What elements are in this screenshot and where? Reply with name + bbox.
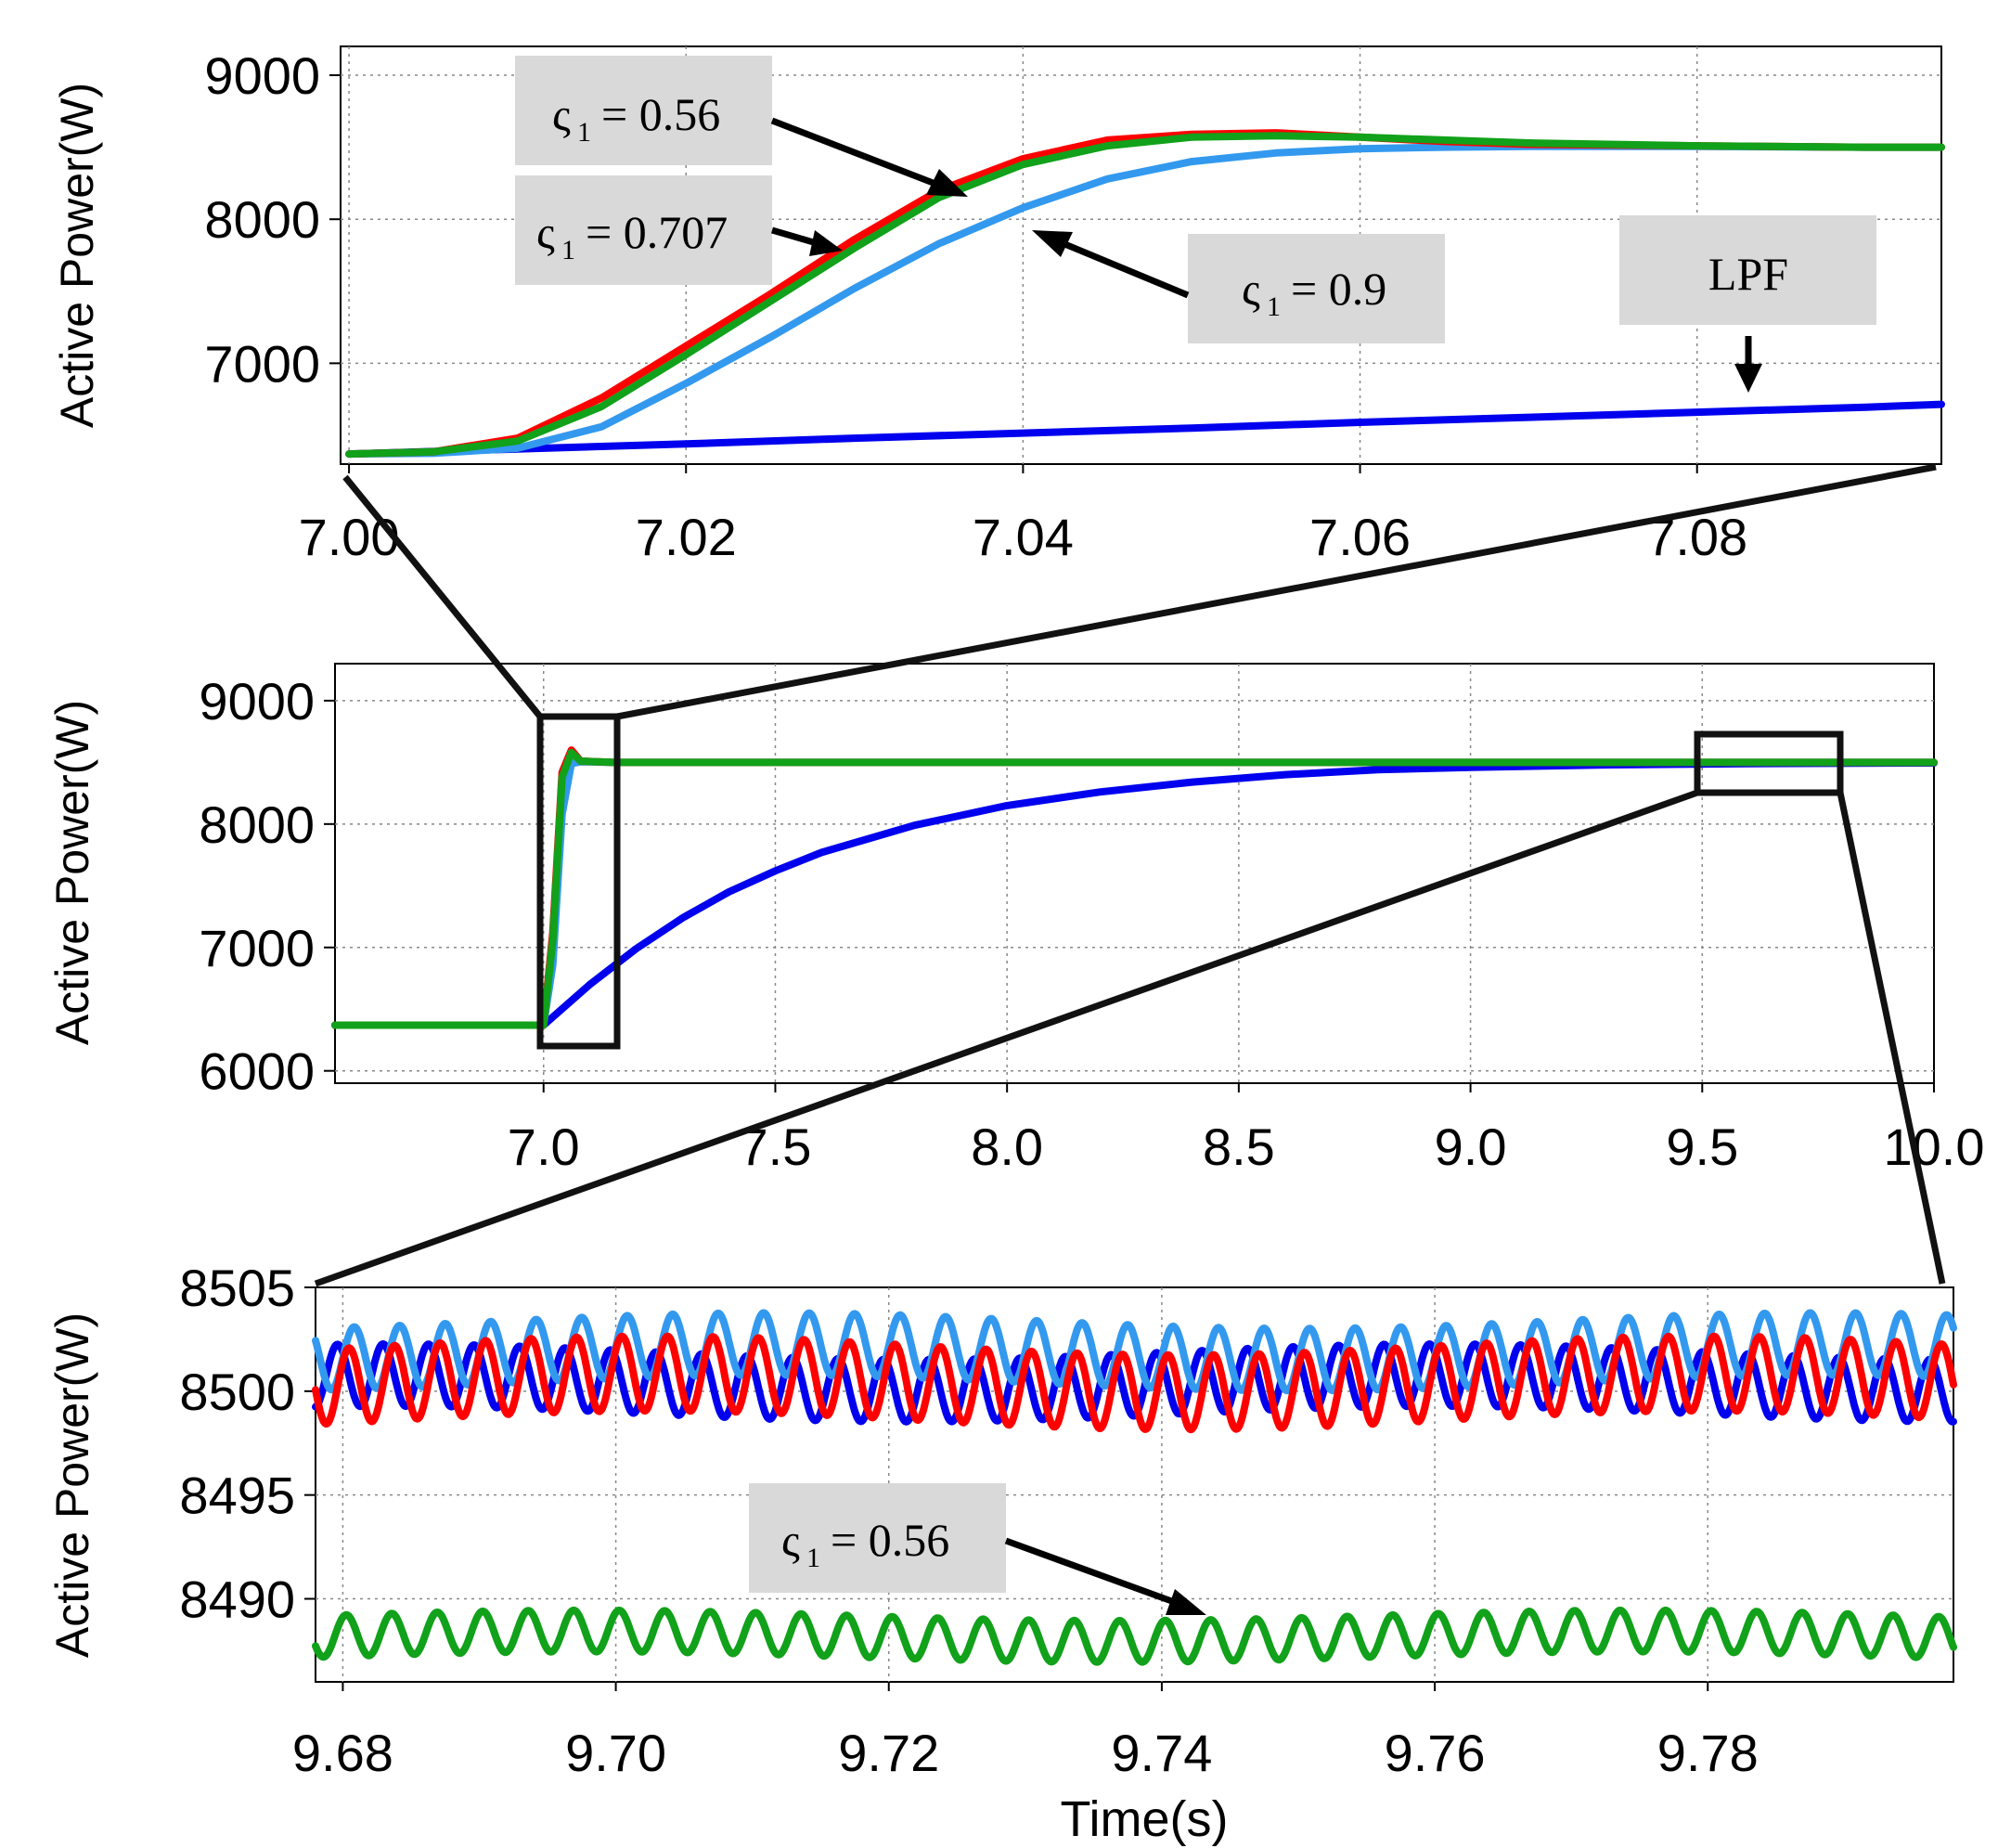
x-tick-label: 7.06	[1309, 508, 1411, 566]
series-line-lpf	[331, 759, 1938, 1029]
bottom-panel: 9.68 9.70 9.72 9.74 9.76 9.78 8490 8495 8500 8505…	[46, 1259, 1957, 1847]
x-tick-label: 8.5	[1203, 1118, 1275, 1176]
x-tick-label: 9.70	[565, 1724, 666, 1782]
annotation-zeta-0707-top: ς 1 = 0.707	[515, 175, 772, 285]
x-tick-label: 9.68	[292, 1724, 393, 1782]
x-tick-label: 7.02	[636, 508, 737, 566]
zoom-connector-right-top	[616, 463, 1937, 720]
middle-plot-frame	[334, 663, 1935, 1084]
series-line-zeta-0707	[331, 748, 1938, 1029]
bottom-x-axis-label: Time(s)	[1061, 1791, 1229, 1847]
arrow-head-zeta-056-bottom	[1166, 1589, 1206, 1615]
annotation-symbol: ς	[1242, 263, 1260, 315]
x-tick-label: 7.04	[973, 508, 1074, 566]
y-tick-label: 8000	[204, 190, 320, 249]
middle-series-lines	[331, 746, 1938, 1029]
x-tick-label: 7.0	[508, 1118, 580, 1176]
series-line-zeta-09	[312, 1309, 1957, 1395]
x-tick-label: 8.0	[971, 1118, 1043, 1176]
x-tick-label: 7.00	[299, 508, 400, 566]
annotation-symbol: ς	[781, 1514, 800, 1566]
arrow-line-zeta-056-top	[770, 117, 937, 187]
y-tick-label: 8495	[179, 1467, 295, 1525]
bottom-plot-frame	[315, 1286, 1954, 1683]
annotation-zeta-056-top: ς 1 = 0.56	[515, 56, 772, 165]
annotation-value: = 0.9	[1291, 263, 1386, 315]
y-tick-label: 8505	[179, 1259, 295, 1317]
arrow-head-zeta-056-top	[926, 169, 968, 197]
arrow-head-zeta-0707-top	[809, 230, 843, 256]
series-line-lpf	[345, 400, 1945, 459]
arrow-head-lpf-top	[1734, 364, 1762, 393]
zoom-box-steady	[1694, 730, 1844, 796]
annotation-box	[1188, 234, 1445, 343]
zoom-connector-left-top	[342, 474, 543, 719]
annotation-symbol: ς	[552, 88, 571, 140]
annotation-box	[749, 1483, 1006, 1593]
annotation-subscript: 1	[806, 1543, 820, 1573]
y-tick-label: 8490	[179, 1570, 295, 1629]
y-tick-label: 6000	[199, 1042, 315, 1101]
x-tick-label: 9.76	[1385, 1724, 1486, 1782]
annotation-zeta-09-top: ς 1 = 0.9	[1188, 234, 1445, 343]
annotation-value: = 0.707	[586, 206, 728, 258]
x-tick-label: 9.72	[838, 1724, 939, 1782]
bottom-series-lines	[312, 1309, 1957, 1666]
annotation-subscript: 1	[561, 235, 575, 265]
annotation-box	[515, 175, 772, 285]
y-tick-label: 8500	[179, 1363, 295, 1421]
series-line-zeta-0707	[312, 1606, 1957, 1666]
top-y-axis-label: Active Power(W)	[51, 83, 103, 428]
top-series-lines	[345, 129, 1945, 459]
x-tick-label: 9.74	[1111, 1724, 1212, 1782]
annotation-value: = 0.56	[601, 88, 720, 140]
x-tick-label: 9.0	[1435, 1118, 1507, 1176]
arrow-line-zeta-0707-top	[771, 226, 818, 247]
arrow-head-zeta-09-top	[1032, 230, 1073, 257]
y-tick-label: 7000	[204, 334, 320, 393]
y-tick-label: 9000	[199, 672, 315, 730]
annotation-symbol: ς	[536, 206, 555, 258]
bottom-y-axis-label: Active Power(W)	[46, 1312, 98, 1658]
annotation-value: = 0.56	[831, 1514, 949, 1566]
arrow-line-zeta-09-top	[1061, 239, 1190, 299]
x-tick-label: 10.0	[1884, 1118, 1985, 1176]
series-line-lpf	[312, 1340, 1957, 1426]
series-line-zeta-056	[312, 1332, 1957, 1434]
annotation-zeta-056-bottom: ς 1 = 0.56	[749, 1483, 1006, 1593]
annotation-subscript: 1	[577, 117, 591, 148]
middle-y-axis-label: Active Power(W)	[46, 700, 98, 1045]
zoom-indicators	[314, 463, 1946, 1287]
y-tick-label: 8000	[199, 795, 315, 854]
zoom-box-step	[536, 713, 621, 1050]
annotation-text: LPF	[1708, 248, 1788, 300]
annotation-box	[515, 56, 772, 165]
x-tick-label: 9.78	[1657, 1724, 1759, 1782]
annotation-subscript: 1	[1267, 291, 1281, 322]
zoom-connector-right-bottom	[1837, 792, 1946, 1285]
zoom-connector-left-bottom	[314, 789, 1699, 1287]
x-tick-label: 9.5	[1666, 1118, 1738, 1176]
series-line-zeta-0707	[345, 132, 1945, 459]
bottom-ticks: 9.68 9.70 9.72 9.74 9.76 9.78 8490 8495 8500 8505	[179, 1259, 1758, 1782]
annotation-arrows	[770, 117, 1762, 1615]
annotation-box	[1619, 215, 1876, 325]
y-tick-label: 7000	[199, 919, 315, 977]
arrow-line-zeta-056-bottom	[1004, 1537, 1179, 1607]
annotation-lpf-top: LPF	[1619, 215, 1876, 325]
y-tick-label: 9000	[204, 46, 320, 105]
